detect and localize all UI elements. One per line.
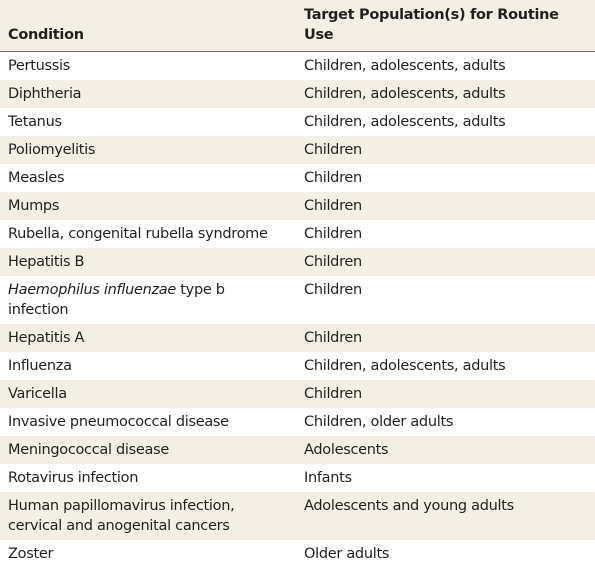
header-cell: Target Population(s) for Routine Use (296, 0, 595, 52)
population-cell: Infants (296, 464, 595, 492)
condition-cell: Invasive pneumococcal disease (0, 408, 296, 436)
table-row: Mumps Children (0, 192, 595, 220)
condition-cell: Pertussis (0, 51, 296, 80)
population-cell: Older adults (296, 540, 595, 568)
header-row: Condition Target Population(s) for Routi… (0, 0, 595, 52)
table-row: Diphtheria Children, adolescents, adults (0, 80, 595, 108)
condition-cell: Human papillomavirus infection, cervical… (0, 492, 296, 540)
condition-cell: Rubella, congenital rubella syndrome (0, 220, 296, 248)
table-row: Measles Children (0, 164, 595, 192)
population-cell: Children, adolescents, adults (296, 51, 595, 80)
table-row: Human papillomavirus infection, cervical… (0, 492, 595, 540)
table-row: Rubella, congenital rubella syndrome Chil… (0, 220, 595, 248)
condition-cell: Measles (0, 164, 296, 192)
population-cell: Adolescents and young adults (296, 492, 595, 540)
text-segment: type b infection (8, 282, 225, 318)
table-body: Pertussis Children, adolescents, adults Di… (0, 51, 595, 568)
condition-cell: Poliomyelitis (0, 136, 296, 164)
table-row: Influenza Children, adolescents, adults (0, 352, 595, 380)
condition-cell: Hepatitis B (0, 248, 296, 276)
table-row: Poliomyelitis Children (0, 136, 595, 164)
population-cell: Adolescents (296, 436, 595, 464)
table-row: Pertussis Children, adolescents, adults (0, 51, 595, 80)
population-cell: Children (296, 136, 595, 164)
population-cell: Children (296, 380, 595, 408)
table-row: Tetanus Children, adolescents, adults (0, 108, 595, 136)
condition-cell: Haemophilus influenzae type b infection (0, 276, 296, 324)
population-cell: Children (296, 164, 595, 192)
population-cell: Children, adolescents, adults (296, 352, 595, 380)
table-row: Varicella Children (0, 380, 595, 408)
condition-cell: Hepatitis A (0, 324, 296, 352)
table-row: Hepatitis B Children (0, 248, 595, 276)
condition-cell: Influenza (0, 352, 296, 380)
population-cell: Children (296, 276, 595, 324)
condition-cell: Diphtheria (0, 80, 296, 108)
population-cell: Children, adolescents, adults (296, 108, 595, 136)
population-cell: Children (296, 192, 595, 220)
condition-cell: Meningococcal disease (0, 436, 296, 464)
table-row: Haemophilus influenzae type b infection C… (0, 276, 595, 324)
population-cell: Children (296, 324, 595, 352)
condition-cell: Tetanus (0, 108, 296, 136)
condition-cell: Zoster (0, 540, 296, 568)
condition-cell: Varicella (0, 380, 296, 408)
text-segment: Haemophilus influenzae (8, 282, 176, 298)
table-row: Zoster Older adults (0, 540, 595, 568)
population-cell: Children, adolescents, adults (296, 80, 595, 108)
population-cell: Children, older adults (296, 408, 595, 436)
table-row: Meningococcal disease Adolescents (0, 436, 595, 464)
condition-cell: Mumps (0, 192, 296, 220)
table-row: Hepatitis A Children (0, 324, 595, 352)
table-row: Invasive pneumococcal disease Children, o… (0, 408, 595, 436)
condition-cell: Rotavirus infection (0, 464, 296, 492)
population-cell: Children (296, 220, 595, 248)
population-cell: Children (296, 248, 595, 276)
header-cell: Condition (0, 0, 296, 52)
table-row: Rotavirus infection Infants (0, 464, 595, 492)
